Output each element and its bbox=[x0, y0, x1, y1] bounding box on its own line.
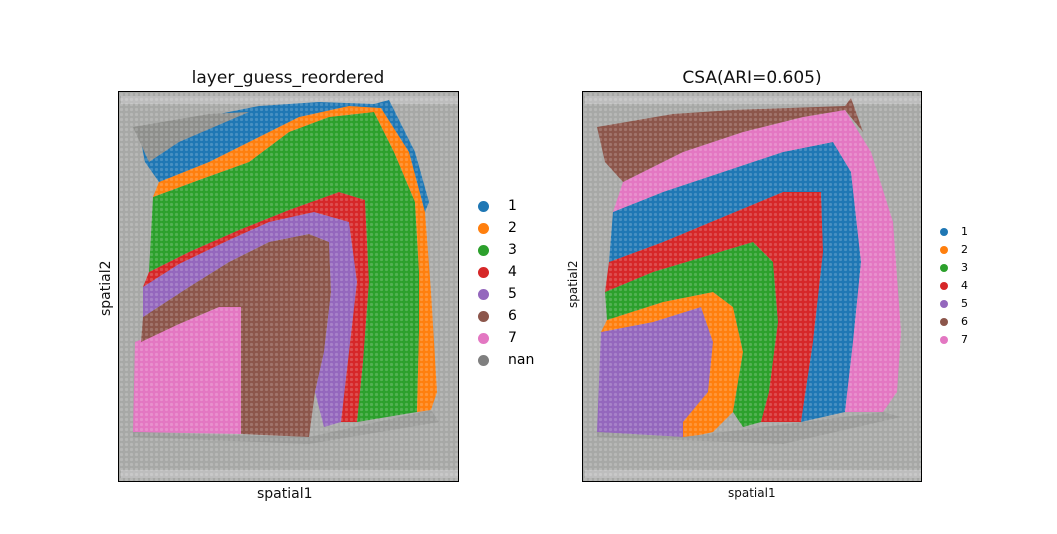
left-legend-item: 2 bbox=[478, 220, 517, 236]
right-legend-item: 4 bbox=[940, 279, 968, 292]
right-legend-item: 2 bbox=[940, 243, 968, 256]
right-spatial-map bbox=[583, 92, 921, 481]
right-legend-marker bbox=[940, 245, 948, 254]
right-legend-label: 6 bbox=[961, 315, 968, 328]
right-plot-area bbox=[582, 91, 922, 482]
right-legend-marker bbox=[940, 299, 948, 308]
left-legend-marker bbox=[478, 200, 489, 212]
right-legend-label: 2 bbox=[961, 243, 968, 256]
right-legend-label: 1 bbox=[961, 225, 968, 238]
right-legend-item: 6 bbox=[940, 315, 968, 328]
right-legend-marker bbox=[940, 317, 948, 326]
right-legend-item: 5 bbox=[940, 297, 968, 310]
left-legend-label: 1 bbox=[508, 198, 517, 214]
left-legend-label: 3 bbox=[508, 242, 517, 258]
right-legend-item: 7 bbox=[940, 333, 968, 346]
left-legend-item: 6 bbox=[478, 308, 517, 324]
left-legend-label: 6 bbox=[508, 308, 517, 324]
right-legend-label: 4 bbox=[961, 279, 968, 292]
right-legend-marker bbox=[940, 263, 948, 272]
left-legend-item: 3 bbox=[478, 242, 517, 258]
left-legend-item: 7 bbox=[478, 330, 517, 346]
left-legend-item: 1 bbox=[478, 198, 517, 214]
left-legend-item: 4 bbox=[478, 264, 517, 280]
left-panel-title: layer_guess_reordered bbox=[191, 68, 385, 88]
right-legend-item: 3 bbox=[940, 261, 968, 274]
left-legend-marker bbox=[478, 354, 489, 366]
left-legend-label: 5 bbox=[508, 286, 517, 302]
left-legend-item: nan bbox=[478, 352, 534, 368]
left-plot-area bbox=[118, 91, 459, 482]
left-legend-marker bbox=[478, 332, 489, 344]
left-spatial-map bbox=[119, 92, 458, 481]
right-legend-marker bbox=[940, 227, 948, 236]
right-legend-label: 3 bbox=[961, 261, 968, 274]
left-legend-marker bbox=[478, 288, 489, 300]
right-legend-item: 1 bbox=[940, 225, 968, 238]
left-x-axis-label: spatial1 bbox=[257, 486, 313, 502]
right-legend-marker bbox=[940, 335, 948, 344]
left-legend-label: 4 bbox=[508, 264, 517, 280]
right-y-axis-label: spatial2 bbox=[566, 260, 580, 308]
right-legend-label: 7 bbox=[961, 333, 968, 346]
left-legend-marker bbox=[478, 310, 489, 322]
right-legend-label: 5 bbox=[961, 297, 968, 310]
left-legend: 1 2 3 4 5 6 7 nan bbox=[478, 198, 568, 378]
left-legend-marker bbox=[478, 266, 489, 278]
right-legend-marker bbox=[940, 281, 948, 290]
right-panel-title: CSA(ARI=0.605) bbox=[682, 68, 822, 88]
left-legend-item: 5 bbox=[478, 286, 517, 302]
left-legend-label: 2 bbox=[508, 220, 517, 236]
left-y-axis-label: spatial2 bbox=[98, 260, 114, 316]
right-legend: 1 2 3 4 5 6 7 bbox=[940, 225, 1000, 355]
left-legend-label: nan bbox=[508, 352, 535, 368]
right-x-axis-label: spatial1 bbox=[728, 486, 776, 500]
left-legend-marker bbox=[478, 222, 489, 234]
left-legend-marker bbox=[478, 244, 489, 256]
left-legend-label: 7 bbox=[508, 330, 517, 346]
